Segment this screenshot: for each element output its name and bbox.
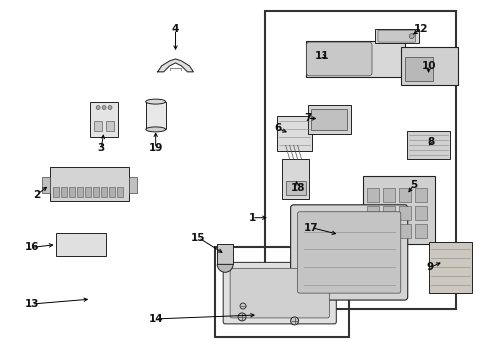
Bar [406,131,449,159]
Bar [281,159,309,199]
Bar [93,187,99,197]
Circle shape [96,105,100,109]
Bar [414,224,426,238]
Bar [398,224,410,238]
Polygon shape [157,59,193,72]
Text: 2: 2 [33,190,40,200]
Ellipse shape [145,99,165,104]
Bar [94,121,102,131]
Ellipse shape [145,127,165,132]
Text: 5: 5 [409,180,416,190]
Bar [145,102,165,129]
Text: 12: 12 [412,24,427,34]
Circle shape [408,33,413,39]
Bar [41,177,49,193]
Bar [366,188,378,202]
Text: 8: 8 [426,137,433,147]
Circle shape [290,317,298,325]
Bar [382,188,394,202]
Bar [362,176,434,243]
FancyBboxPatch shape [377,30,415,42]
Bar [414,206,426,220]
Bar [382,206,394,220]
Bar [398,206,410,220]
Bar [215,247,348,337]
Bar [53,187,60,197]
Bar [276,116,312,151]
Bar [285,181,305,195]
Bar [414,188,426,202]
Text: 15: 15 [191,233,205,243]
Bar [56,233,106,256]
Text: 9: 9 [426,262,433,272]
Bar [217,244,233,264]
Bar [366,224,378,238]
Text: 4: 4 [171,24,179,34]
FancyBboxPatch shape [297,212,400,293]
Circle shape [238,313,245,321]
Bar [382,224,394,238]
Bar [77,187,83,197]
Circle shape [240,303,245,309]
Bar [427,242,471,293]
Text: 11: 11 [314,51,329,61]
Bar [109,187,115,197]
Text: 3: 3 [97,143,104,153]
Text: 18: 18 [290,183,304,193]
Text: 13: 13 [24,299,39,309]
FancyBboxPatch shape [230,268,328,318]
Bar [129,177,137,193]
Bar [49,167,129,201]
Bar [307,105,350,134]
Text: 10: 10 [421,61,435,71]
Text: 14: 14 [148,314,163,324]
Circle shape [108,105,112,109]
FancyBboxPatch shape [223,262,336,324]
Bar [61,187,67,197]
Bar [117,187,122,197]
Bar [374,29,418,43]
Text: 19: 19 [148,143,163,153]
Text: 7: 7 [303,113,310,123]
Bar [311,109,346,130]
Text: 16: 16 [24,243,39,252]
Bar [69,187,75,197]
Bar [366,206,378,220]
FancyBboxPatch shape [306,42,371,76]
Text: 6: 6 [274,123,281,134]
Text: 17: 17 [304,222,318,233]
Bar [398,188,410,202]
Bar [400,47,457,85]
FancyBboxPatch shape [290,205,407,300]
Bar [305,41,404,77]
Bar [106,121,114,131]
Bar [264,11,455,309]
Text: 1: 1 [248,213,255,223]
Wedge shape [217,264,233,272]
Bar [404,57,432,81]
Bar [101,187,107,197]
Circle shape [102,105,106,109]
Bar [85,187,91,197]
Bar [90,102,118,137]
